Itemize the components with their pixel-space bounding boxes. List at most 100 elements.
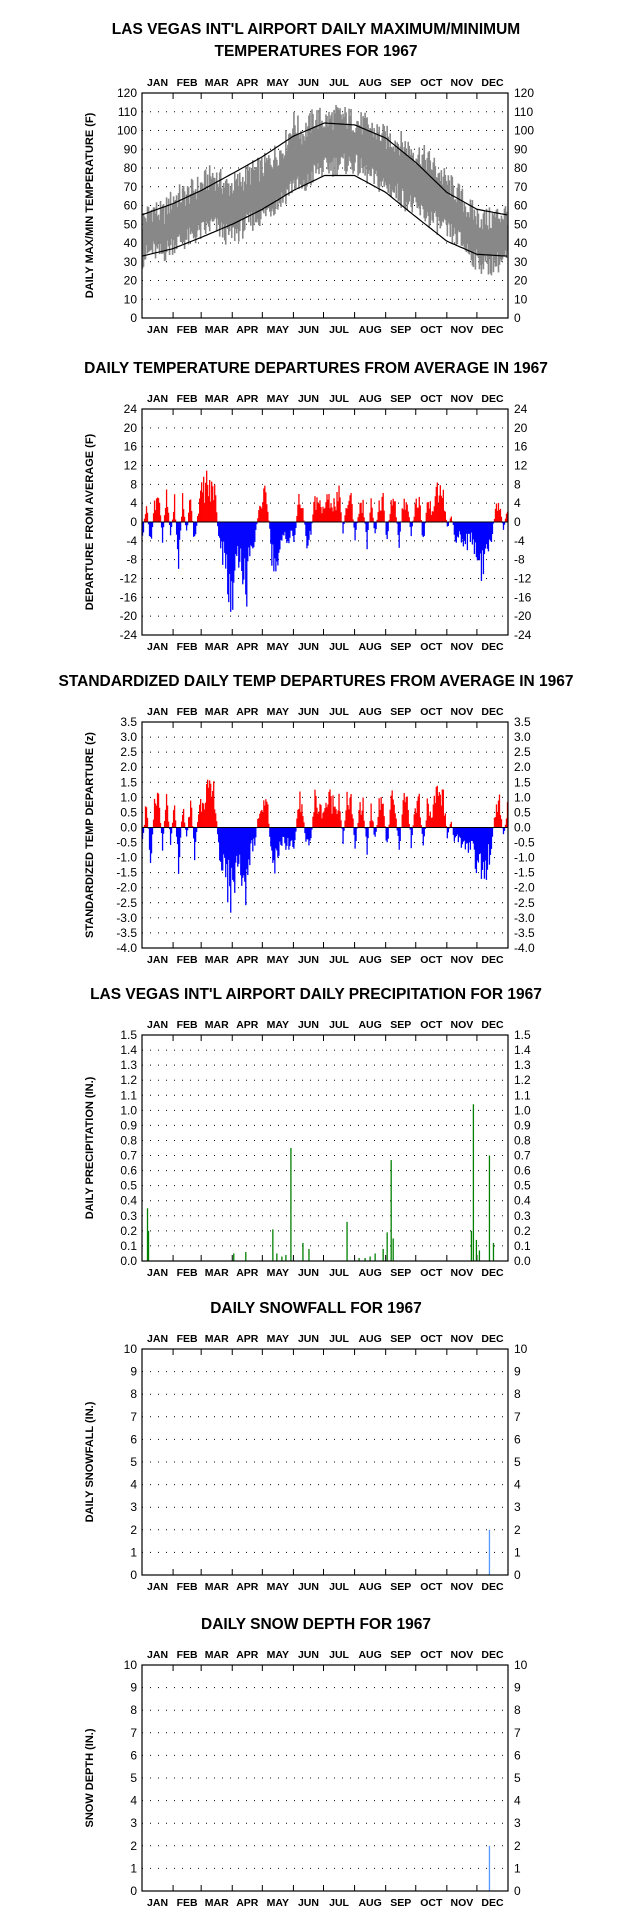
- y-tick-label-right: 80: [514, 161, 528, 175]
- month-label-bottom: AUG: [358, 641, 381, 653]
- y-tick-label-left: -3.5: [116, 926, 137, 940]
- month-label-top: SEP: [390, 1333, 411, 1345]
- month-label-top: APR: [236, 1019, 259, 1031]
- y-tick-label-left: 0: [130, 1568, 137, 1582]
- y-tick-label-left: 4: [130, 496, 137, 510]
- y-axis-label: DAILY MAX/MIN TEMPERATURE (F): [84, 112, 96, 298]
- y-tick-label-left: 0.0: [120, 820, 137, 834]
- y-tick-label-left: 7: [130, 1726, 137, 1740]
- y-tick-label-left: 4: [130, 1794, 137, 1808]
- y-tick-label-left: -12: [120, 572, 138, 586]
- y-tick-label-right: 5: [514, 1771, 521, 1785]
- month-label-bottom: OCT: [420, 954, 443, 966]
- y-tick-label-right: 20: [514, 274, 528, 288]
- y-tick-label-left: 0.9: [120, 1118, 137, 1132]
- month-label-bottom: MAR: [205, 324, 229, 336]
- month-label-top: JAN: [147, 1649, 168, 1661]
- y-tick-label-left: 8: [130, 477, 137, 491]
- y-tick-label-right: 7: [514, 1726, 521, 1740]
- y-tick-label-right: -0.5: [514, 836, 535, 850]
- y-tick-label-left: 30: [124, 255, 138, 269]
- month-label-bottom: JAN: [147, 641, 168, 653]
- month-label-bottom: MAY: [267, 1897, 289, 1909]
- month-label-bottom: JAN: [147, 324, 168, 336]
- y-tick-label-right: 12: [514, 459, 528, 473]
- y-tick-label-left: 2: [130, 1523, 137, 1537]
- month-label-bottom: FEB: [177, 954, 198, 966]
- month-label-top: AUG: [358, 706, 381, 718]
- month-label-bottom: OCT: [420, 324, 443, 336]
- y-tick-label-right: 1: [514, 1861, 521, 1875]
- y-tick-label-left: 0.6: [120, 1164, 137, 1178]
- month-label-top: JAN: [147, 393, 168, 405]
- month-label-bottom: SEP: [390, 641, 411, 653]
- y-tick-label-right: 3.5: [514, 715, 531, 729]
- y-tick-label-right: 3: [514, 1500, 521, 1514]
- month-label-bottom: JUN: [298, 641, 319, 653]
- y-tick-label-right: 70: [514, 180, 528, 194]
- chart-standardized: STANDARDIZED DAILY TEMP DEPARTURES FROM …: [58, 673, 573, 966]
- month-label-top: JUN: [298, 1649, 319, 1661]
- chart-title: DAILY SNOWFALL FOR 1967: [210, 1300, 422, 1317]
- month-label-top: NOV: [450, 706, 473, 718]
- y-tick-label-right: 0: [514, 1568, 521, 1582]
- month-label-bottom: SEP: [390, 1581, 411, 1593]
- y-tick-label-left: 1: [130, 1545, 137, 1559]
- y-tick-label-right: 1.3: [514, 1058, 531, 1072]
- month-label-bottom: JUL: [329, 1897, 349, 1909]
- y-tick-label-left: 0: [130, 515, 137, 529]
- month-label-bottom: SEP: [390, 954, 411, 966]
- y-tick-label-left: 3.0: [120, 730, 137, 744]
- y-tick-label-left: 0.5: [120, 805, 137, 819]
- month-label-bottom: NOV: [450, 954, 473, 966]
- month-label-bottom: NOV: [450, 324, 473, 336]
- plot-frame: [141, 1034, 509, 1262]
- month-label-top: AUG: [358, 77, 381, 89]
- month-label-bottom: APR: [236, 324, 259, 336]
- y-tick-label-left: 8: [130, 1703, 137, 1717]
- month-label-top: OCT: [420, 706, 443, 718]
- y-tick-label-left: -3.0: [116, 911, 137, 925]
- month-label-top: OCT: [420, 1333, 443, 1345]
- y-axis-label: DEPARTURE FROM AVERAGE (F): [84, 433, 96, 610]
- y-tick-label-right: 1.1: [514, 1088, 531, 1102]
- y-tick-label-right: 8: [514, 477, 521, 491]
- y-axis-label: DAILY PRECIPITATION (IN.): [84, 1076, 96, 1219]
- month-label-top: MAY: [267, 1333, 289, 1345]
- month-label-bottom: APR: [236, 641, 259, 653]
- month-label-bottom: APR: [236, 1267, 259, 1279]
- y-tick-label-right: 6: [514, 1432, 521, 1446]
- month-label-top: JAN: [147, 1333, 168, 1345]
- y-tick-label-right: 100: [514, 124, 534, 138]
- y-tick-label-left: 1.0: [120, 790, 137, 804]
- month-label-bottom: JUL: [329, 641, 349, 653]
- y-tick-label-left: 120: [117, 86, 137, 100]
- y-tick-label-right: -24: [514, 628, 532, 642]
- month-label-bottom: MAR: [205, 641, 229, 653]
- y-tick-label-right: 40: [514, 236, 528, 250]
- month-label-top: JUL: [329, 706, 349, 718]
- y-tick-label-right: 0.1: [514, 1239, 531, 1253]
- y-tick-label-left: 40: [124, 236, 138, 250]
- y-tick-label-right: 8: [514, 1387, 521, 1401]
- y-tick-label-left: 12: [124, 459, 138, 473]
- y-tick-label-right: 1.5: [514, 1028, 531, 1042]
- y-tick-label-right: -12: [514, 572, 532, 586]
- y-tick-label-right: 50: [514, 217, 528, 231]
- month-label-bottom: JUL: [329, 954, 349, 966]
- y-tick-label-right: 0.5: [514, 805, 531, 819]
- y-tick-label-right: 0.4: [514, 1194, 531, 1208]
- y-tick-label-right: 0.9: [514, 1118, 531, 1132]
- y-tick-label-left: 9: [130, 1681, 137, 1695]
- month-label-bottom: NOV: [450, 1581, 473, 1593]
- y-tick-label-left: 8: [130, 1387, 137, 1401]
- month-label-bottom: APR: [236, 1897, 259, 1909]
- y-tick-label-right: 10: [514, 1342, 528, 1356]
- month-label-top: JUN: [298, 393, 319, 405]
- month-label-top: JUL: [329, 1019, 349, 1031]
- y-tick-label-right: 1.0: [514, 1103, 531, 1117]
- y-tick-label-left: 0.3: [120, 1209, 137, 1223]
- y-tick-label-right: -3.0: [514, 911, 535, 925]
- y-tick-label-left: -2.5: [116, 896, 137, 910]
- y-tick-label-left: 0.4: [120, 1194, 137, 1208]
